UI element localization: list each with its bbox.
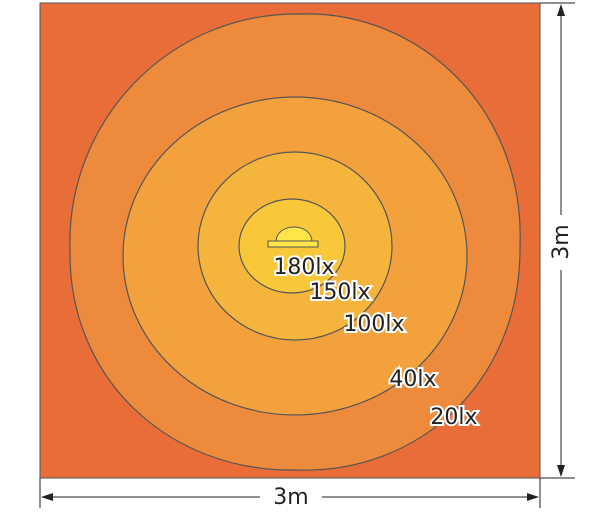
contour-label: 180lx [273,255,334,280]
height-label: 3m [549,224,574,259]
lamp-base [267,240,319,248]
contour-label: 100lx [343,312,404,337]
width-label: 3m [273,485,308,510]
contour-label: 40lx [389,367,436,392]
contour-label: 150lx [309,280,370,305]
contour-label: 20lx [430,405,477,430]
